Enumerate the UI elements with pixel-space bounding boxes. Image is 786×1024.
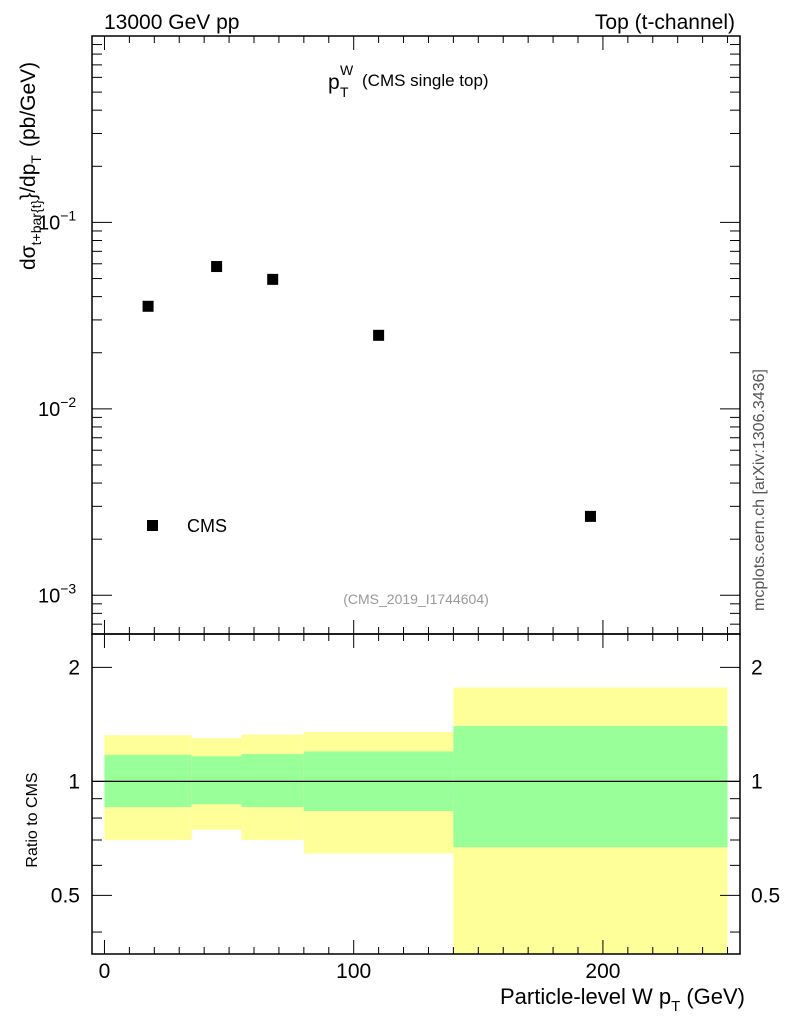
data-point-1 <box>211 261 223 273</box>
analysis-watermark: (CMS_2019_I1744604) <box>343 591 489 607</box>
inner-band-bin-2 <box>241 754 304 808</box>
data-point-0 <box>142 300 154 312</box>
x-tick-label-2: 200 <box>585 960 620 983</box>
ratio-plot-frame <box>91 633 741 955</box>
xlabel-part-3: (GeV) <box>686 984 745 1009</box>
main-data-points-layer <box>142 261 596 522</box>
y-tick-label-ratio-left-0: 0.5 <box>51 884 80 907</box>
legend: CMS <box>147 516 227 536</box>
y-tick-label-ratio-right-1: 1 <box>751 770 763 793</box>
plot-title: p W T (CMS single top) <box>328 62 489 100</box>
ratio-y-axis-label: Ratio to CMS <box>24 772 41 867</box>
tick-labels-layer: 0 100 200 10−1 10−2 10−3 0.5 0.5 1 1 2 2 <box>38 207 780 983</box>
main-plot-frame <box>91 35 741 635</box>
x-tick-label-1: 100 <box>336 960 371 983</box>
x-tick-label-0: 0 <box>99 960 111 983</box>
y-tick-label-ratio-left-1: 1 <box>68 770 80 793</box>
ylabel-part-5: (pb/GeV) <box>17 62 40 147</box>
y-tick-label-ratio-left-2: 2 <box>68 656 80 679</box>
y-tick-label-ratio-right-0: 0.5 <box>751 884 780 907</box>
plot-title-superscript: W <box>340 62 354 78</box>
inner-band-bin-4 <box>453 726 728 848</box>
ylabel-part-3: }/dp <box>17 164 40 200</box>
y-tick-label-main-1: 10−2 <box>38 394 76 421</box>
y-tick-label-main-2: 10−3 <box>38 580 76 607</box>
ylabel-part-4: T <box>28 155 44 164</box>
xlabel-part-1: Particle-level W p <box>500 984 671 1009</box>
plot-title-main: p <box>328 71 340 94</box>
inner-band-bin-1 <box>191 756 242 805</box>
x-axis-label: Particle-level W pT (GeV) <box>500 984 745 1015</box>
data-point-3 <box>373 329 385 341</box>
legend-label-cms: CMS <box>187 516 227 536</box>
axis-ticks-layer <box>92 35 740 954</box>
data-point-4 <box>584 510 596 522</box>
ratio-bands-layer <box>104 687 728 954</box>
y-tick-label-main-0: 10−1 <box>38 207 76 234</box>
header-energy-label: 13000 GeV pp <box>104 11 239 34</box>
xlabel-part-2: T <box>671 998 680 1015</box>
plot-title-suffix: (CMS single top) <box>362 71 489 90</box>
data-point-2 <box>267 273 279 285</box>
ylabel-part-1: dσ <box>17 245 40 270</box>
header-process-label: Top (t-channel) <box>595 11 735 34</box>
main-y-axis-label: dσt+bar{t}}/dpT (pb/GeV) <box>17 62 44 270</box>
plot-title-subscript: T <box>340 84 349 100</box>
legend-marker-cms <box>147 520 158 531</box>
ylabel-part-2: t+bar{t} <box>28 199 44 245</box>
y-tick-label-ratio-right-2: 2 <box>751 656 763 679</box>
side-source-label: mcplots.cern.ch [arXiv:1306.3436] <box>751 369 768 611</box>
